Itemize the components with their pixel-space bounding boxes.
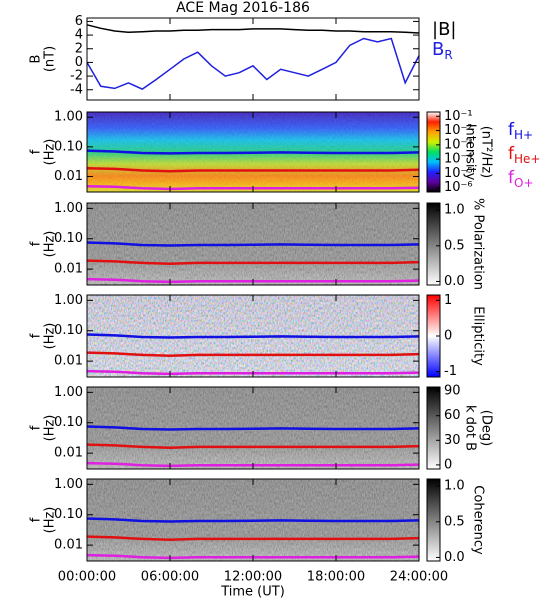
colorbar-label: k dot B: [463, 405, 478, 451]
x-tick-label: 00:00:00: [58, 570, 116, 585]
colorbar-tick-label: 0: [444, 457, 452, 472]
colorbar: [426, 386, 441, 470]
colorbar-label: Coherency: [471, 485, 486, 555]
y-axis-label: f: [29, 149, 44, 154]
colorbar: [426, 202, 441, 286]
x-tick-label: 18:00:00: [307, 570, 365, 585]
colorbar-label: Ellipticity: [471, 306, 486, 366]
y-tick-label: 0.10: [54, 507, 83, 522]
plot-frame: [86, 17, 420, 101]
y-tick-label: 0.01: [54, 354, 83, 369]
colorbar-tick-label: 0.0: [444, 550, 465, 565]
gyrofrequency-line: [86, 333, 420, 339]
colorbar-tick-label: 10⁻⁶: [444, 180, 473, 195]
colorbar-tick-label: 60: [444, 408, 461, 423]
y-tick-label: -4: [70, 82, 83, 97]
x-tick-label: 12:00:00: [224, 570, 282, 585]
y-tick-label: 0.10: [54, 323, 83, 338]
colorbar-tick-label: -1: [444, 364, 457, 379]
colorbar-tick-label: 90: [444, 384, 461, 399]
line: [86, 24, 420, 34]
colorbar-tick-label: 10⁻¹: [444, 109, 473, 124]
y-tick-label: 0.01: [54, 446, 83, 461]
y-tick-label: 0.01: [54, 262, 83, 277]
colorbar-tick-label: 30: [444, 433, 461, 448]
y-tick-label: 0.01: [54, 169, 83, 184]
x-tick-label: 06:00:00: [141, 570, 199, 585]
y-tick-label: 1.00: [54, 110, 83, 125]
colorbar-tick-label: 10⁻⁴: [444, 152, 473, 167]
gyrofrequency-line: [86, 149, 420, 155]
y-tick-label: 1.00: [54, 201, 83, 216]
y-axis-label: f: [29, 517, 44, 522]
y-tick-label: 1.00: [54, 477, 83, 492]
colorbar-label: Intensity: [463, 124, 478, 181]
gyrofrequency-line: [86, 517, 420, 523]
x-axis-label: Time (UT): [220, 585, 285, 600]
colorbar-tick-label: 0: [444, 329, 452, 344]
gyrofrequency-line: [86, 166, 420, 173]
y-tick-label: 0: [75, 55, 83, 70]
y-tick-label: 1.00: [54, 293, 83, 308]
y-axis-label: f: [29, 425, 44, 430]
legend-label: |B|: [432, 19, 456, 40]
y-tick-label: 1.00: [54, 385, 83, 400]
legend-label: fO+: [508, 168, 534, 190]
colorbar-label: (Deg): [479, 410, 494, 446]
y-axis-label: (Hz): [43, 139, 58, 166]
x-tick-label: 24:00:00: [390, 570, 448, 585]
gyrofrequency-line: [86, 535, 420, 542]
colorbar-tick-label: 1: [444, 293, 452, 308]
gyrofrequency-line: [86, 425, 420, 431]
y-axis-label: f: [29, 241, 44, 246]
colorbar-tick-label: 0.5: [444, 238, 465, 253]
y-tick-label: 0.01: [54, 538, 83, 553]
gyrofrequency-line: [86, 259, 420, 266]
colorbar-label: % Polarization: [471, 198, 486, 290]
y-axis-label: (Hz): [43, 323, 58, 350]
colorbar: [426, 478, 441, 562]
y-axis-label: (Hz): [43, 231, 58, 258]
chart-title: ACE Mag 2016-186: [176, 0, 310, 16]
colorbar: [426, 111, 441, 193]
y-tick-label: 4: [75, 28, 83, 43]
y-tick-label: 6: [75, 14, 83, 29]
y-axis-label: (Hz): [43, 415, 58, 442]
y-axis-label: (Hz): [43, 507, 58, 534]
colorbar-tick-label: 1.0: [444, 479, 465, 494]
colorbar-tick-label: 1.0: [444, 203, 465, 218]
colorbar-tick-label: 0.0: [444, 274, 465, 289]
y-tick-label: 0.10: [54, 415, 83, 430]
legend-label: fHe+: [508, 144, 540, 166]
colorbar-label: (nT²/Hz): [479, 126, 494, 179]
colorbar-tick-label: 10⁻³: [444, 137, 473, 152]
y-tick-label: 0.10: [54, 139, 83, 154]
colorbar-tick-label: 10⁻⁵: [444, 166, 473, 181]
y-tick-label: 0.10: [54, 231, 83, 246]
colorbar-tick-label: 0.5: [444, 514, 465, 529]
gyrofrequency-line: [86, 443, 420, 450]
y-axis-label: (nT): [43, 46, 58, 72]
colorbar-tick-label: 10⁻²: [444, 123, 473, 138]
legend-label: BR: [432, 39, 453, 62]
gyrofrequency-line: [86, 351, 420, 358]
y-axis-label: B: [29, 55, 44, 64]
legend-label: fH+: [508, 120, 533, 142]
y-tick-label: 2: [75, 41, 83, 56]
gyrofrequency-line: [86, 241, 420, 247]
y-tick-label: -2: [70, 69, 83, 84]
y-axis-label: f: [29, 333, 44, 338]
line: [86, 37, 420, 90]
